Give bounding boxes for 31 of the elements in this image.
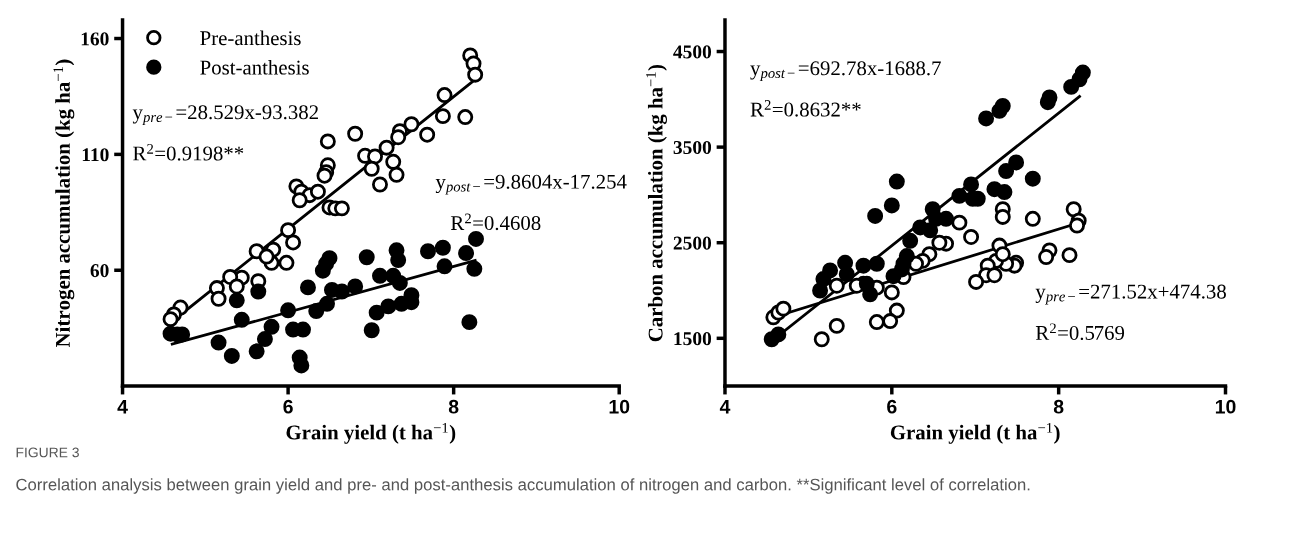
text: Correlation analysis between grain yield and pre- and post-anthesis accumulation of nitrogen and carbon. **Significant level of correlation.: [16, 478, 1030, 494]
y-tick-label: 2500: [673, 236, 712, 250]
annotation: R$^{2}$=0.9198**: [133, 144, 244, 161]
y-tick-label: 3500: [673, 140, 712, 155]
y-tick-label: 1500: [674, 332, 712, 346]
annotation: y$_{post−}$=692.78x-1688.7: [750, 61, 941, 82]
legend-label: Pre-anthesis: [200, 30, 301, 46]
y-axis-title: Nitrogen accumulation (kg ha$^{−1}$): [53, 59, 75, 348]
annotation: R$^{2}$=0.5769: [1035, 323, 1125, 341]
x-tick-label: 8: [448, 399, 459, 414]
y-tick-label: 60: [90, 264, 109, 278]
x-axis-title: Grain yield (t ha$^{−1}$): [890, 422, 1060, 444]
x-tick-label: 10: [1215, 399, 1236, 414]
x-tick-label: 4: [719, 400, 731, 414]
y-tick-label: 160: [81, 32, 109, 46]
x-tick-label: 6: [283, 399, 293, 414]
x-tick-label: 10: [609, 399, 630, 414]
annotation: R$^{2}$=0.4608: [450, 213, 541, 231]
y-tick-label: 4500: [673, 45, 712, 59]
x-tick-label: 6: [887, 399, 897, 414]
y-tick-label: 110: [82, 148, 109, 162]
annotation: y$_{pre−}$=28.529x-93.382: [132, 105, 318, 125]
annotation: R$^{2}$=0.8632**: [750, 100, 861, 117]
annotation: y$_{pre−}$=271.52x+474.38: [1035, 284, 1226, 305]
caption: FIGURE 3: [16, 447, 79, 458]
x-axis-title: Grain yield (t ha$^{−1}$): [286, 422, 456, 444]
legend-label: Post-anthesis: [200, 59, 309, 75]
annotation: y$_{post−}$=9.8604x-17.254: [435, 174, 627, 195]
x-tick-label: 4: [117, 400, 128, 414]
x-tick-label: 8: [1053, 399, 1064, 414]
y-axis-title: Carbon accumulation (kg ha$^{−1}$): [646, 64, 668, 342]
